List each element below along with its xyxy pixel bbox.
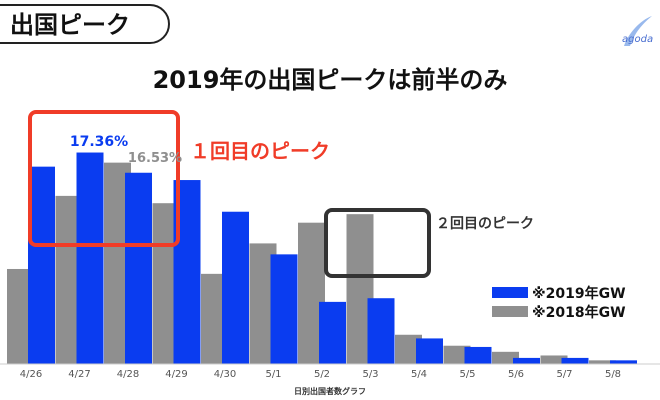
logo-text: agoda (622, 34, 653, 45)
bar-2019-5-1 (270, 254, 298, 364)
bar-2019-4-26 (28, 166, 55, 364)
x-tick-label: 4/29 (165, 369, 187, 380)
x-tick-label: 5/1 (265, 369, 281, 380)
x-tick-label: 4/27 (68, 369, 90, 380)
x-tick-label: 5/7 (556, 369, 572, 380)
bar-2019-5-5 (464, 346, 492, 364)
bar-2019-4-28 (125, 172, 152, 364)
agoda-logo: agoda (622, 16, 653, 46)
peak1-label: １回目のピーク (190, 139, 330, 163)
x-tick-label: 5/4 (411, 369, 427, 380)
bars-layer (7, 152, 637, 364)
x-tick-label: 5/2 (314, 369, 330, 380)
bar-2019-5-7 (561, 357, 589, 364)
section-tag: 出国ピーク (0, 4, 170, 44)
peak2-label: ２回目のピーク (436, 216, 534, 232)
bar-2018-5-7 (540, 355, 568, 364)
x-tick-label: 4/28 (117, 369, 139, 380)
x-tick-label: 5/3 (362, 369, 378, 380)
bar-2019-5-3 (367, 298, 395, 364)
section-tag-label: 出国ピーク (10, 11, 130, 39)
x-tick-label: 4/26 (20, 369, 42, 380)
legend-swatch-2018 (492, 306, 528, 317)
bar-2018-5-5 (443, 345, 471, 364)
bar-2018-5-6 (492, 351, 519, 364)
value-label-2019-427: 17.36% (70, 134, 128, 150)
bar-2018-5-8 (589, 360, 616, 364)
legend-swatch-2019 (492, 287, 528, 298)
bar-2019-5-2 (319, 301, 346, 364)
legend-label-2018: ※2018年GW (532, 304, 626, 321)
legend-label-2019: ※2019年GW (532, 285, 626, 302)
bar-2019-4-27 (76, 152, 104, 364)
x-tick-label: 5/6 (508, 369, 524, 380)
chart-title: 2019年の出国ピークは前半のみ (152, 66, 508, 94)
x-axis-label: 日別出国者数グラフ (294, 386, 366, 396)
x-tick-label: 4/30 (214, 369, 236, 380)
x-tick-labels: 4/26 4/27 4/28 4/29 4/30 5/1 5/2 5/3 5/4 5/5 5/6 5/… (20, 369, 621, 380)
bar-2019-5-6 (513, 357, 540, 364)
bar-2019-5-4 (416, 338, 443, 364)
bar-2019-5-8 (610, 360, 637, 364)
x-tick-label: 5/5 (459, 369, 475, 380)
x-tick-label: 5/8 (605, 369, 621, 380)
peak2-highlight-box (324, 208, 431, 278)
bar-2019-4-30 (222, 211, 249, 364)
peak1-highlight-box (28, 110, 180, 247)
value-label-2018-428: 16.53% (128, 151, 182, 166)
